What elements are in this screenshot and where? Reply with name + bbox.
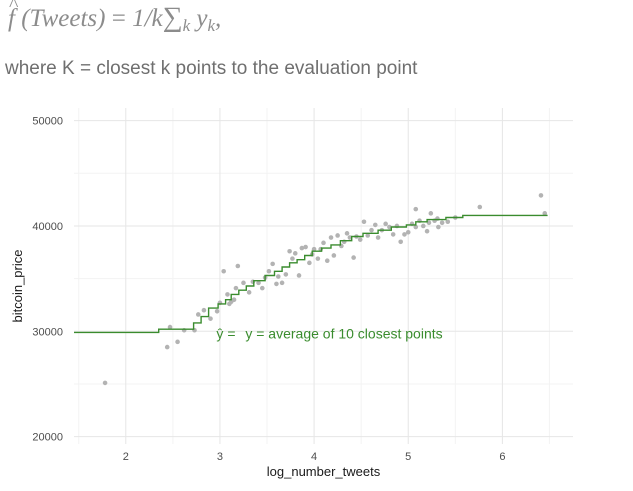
data-point	[214, 308, 220, 314]
x-tick-label: 2	[123, 451, 129, 463]
data-point	[276, 274, 281, 279]
data-point	[321, 240, 326, 246]
data-point	[436, 224, 441, 230]
formula-sum-symbol: ∑	[162, 2, 183, 33]
data-point	[351, 255, 356, 260]
data-point	[201, 307, 207, 313]
annotation-y-hat: ŷ	[216, 325, 223, 341]
data-point	[361, 219, 367, 225]
data-point	[303, 244, 308, 250]
formula-equals: =	[111, 5, 126, 32]
formula-trailing-comma: ,	[215, 5, 222, 32]
data-point	[413, 206, 419, 212]
x-axis-title: log_number_tweets	[267, 464, 381, 479]
formula-f: f	[8, 5, 15, 32]
data-point	[246, 290, 252, 295]
data-point	[307, 260, 312, 266]
data-point	[390, 232, 396, 237]
data-point	[328, 235, 334, 240]
data-point	[167, 324, 173, 330]
data-point	[299, 245, 305, 251]
data-point	[221, 268, 226, 274]
data-point	[270, 261, 275, 267]
x-tick-label: 6	[499, 451, 505, 463]
data-point	[424, 228, 430, 234]
formula-term: y	[196, 5, 208, 32]
annotation-equals: =	[227, 325, 235, 341]
data-point	[225, 292, 230, 297]
data-point	[208, 316, 213, 321]
data-point	[383, 221, 388, 227]
data-point	[421, 223, 426, 229]
data-point	[365, 233, 371, 238]
data-point	[387, 224, 392, 230]
formula-rhs-prefix: 1/k	[132, 5, 163, 32]
formula-argument: (Tweets)	[21, 5, 106, 32]
data-point	[357, 237, 363, 242]
knn-fit-line	[74, 214, 548, 334]
data-point	[195, 312, 201, 317]
data-point	[369, 227, 374, 233]
data-point	[413, 224, 419, 230]
data-point	[428, 211, 434, 216]
chart-points	[102, 193, 548, 386]
data-point	[290, 256, 295, 261]
data-point	[538, 193, 544, 198]
data-point	[287, 248, 292, 254]
data-point	[335, 233, 340, 238]
caption: where K = closest k points to the evalua…	[5, 58, 418, 79]
formula: ^ f (Tweets) = 1/k∑k yk,	[8, 0, 222, 36]
y-tick-label: 20000	[32, 432, 63, 444]
data-point	[266, 268, 272, 274]
data-point	[296, 273, 302, 278]
data-point	[375, 235, 381, 240]
data-point	[260, 285, 265, 291]
data-point	[315, 256, 321, 261]
data-point	[233, 285, 239, 291]
data-point	[256, 280, 261, 286]
x-tick-label: 3	[217, 451, 223, 463]
data-point	[542, 211, 548, 216]
chart-fit-line	[74, 214, 548, 334]
y-tick-label: 50000	[32, 116, 63, 128]
data-point	[164, 344, 170, 350]
chart-grid	[74, 108, 573, 444]
data-point	[324, 258, 330, 264]
data-point	[279, 280, 285, 286]
data-point	[477, 204, 483, 210]
data-point	[311, 246, 317, 252]
data-point	[405, 229, 411, 235]
y-tick-label: 30000	[32, 326, 63, 338]
data-point	[398, 239, 404, 245]
x-tick-label: 4	[311, 451, 317, 463]
formula-term-subscript: k	[207, 16, 216, 35]
data-point	[228, 299, 234, 305]
y-tick-label: 40000	[32, 221, 63, 233]
data-point	[274, 281, 279, 287]
data-point	[292, 251, 298, 256]
annotation-text: y = average of 10 closest points	[245, 325, 442, 341]
x-tick-label: 5	[405, 451, 411, 463]
data-point	[241, 280, 246, 286]
data-point	[331, 253, 337, 258]
data-point	[372, 222, 378, 228]
data-point	[445, 219, 451, 225]
data-point	[175, 339, 180, 345]
chart-annotation: ŷ = y = average of 10 closest points	[216, 325, 442, 341]
data-point	[439, 220, 445, 226]
chart-ticks: 2 3 4 5 6 20000 30000 40000 50000	[32, 116, 505, 463]
data-point	[283, 272, 289, 277]
data-point	[235, 263, 241, 269]
data-point	[102, 380, 108, 386]
data-point	[344, 231, 350, 236]
hat-accent: ^	[9, 0, 19, 16]
data-point	[402, 232, 407, 237]
y-axis-title: bitcoin_price	[10, 250, 25, 323]
formula-sum-subscript: k	[182, 16, 191, 35]
formula-f-hat: ^ f	[8, 0, 18, 33]
